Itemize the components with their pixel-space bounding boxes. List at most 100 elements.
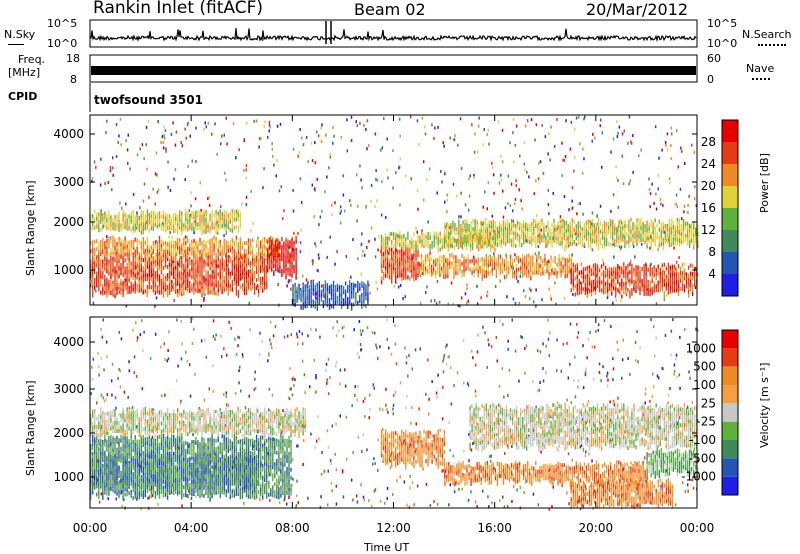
power-data-cell: [213, 259, 215, 264]
power-data-cell: [625, 278, 627, 283]
power-data-cell: [693, 229, 695, 234]
power-scatter-cell: [256, 284, 259, 288]
power-data-cell: [585, 225, 588, 229]
power-data-cell: [678, 234, 681, 239]
power-data-cell: [312, 287, 314, 292]
power-data-cell: [435, 262, 437, 267]
power-data-cell: [237, 270, 240, 274]
power-scatter-cell: [530, 118, 533, 122]
power-data-cell: [257, 277, 260, 282]
power-data-cell: [104, 211, 106, 216]
power-data-cell: [255, 255, 258, 260]
power-data-cell: [247, 285, 250, 290]
power-data-cell: [521, 223, 523, 227]
power-scatter-cell: [542, 171, 545, 175]
power-data-cell: [397, 266, 399, 271]
power-data-cell: [562, 256, 564, 261]
power-data-cell: [478, 243, 480, 248]
velocity-scatter-cell: [379, 407, 381, 411]
power-scatter-cell: [663, 298, 666, 302]
power-scatter-cell: [147, 119, 150, 123]
power-data-cell: [237, 258, 240, 263]
power-data-cell: [566, 265, 568, 270]
power-scatter-cell: [223, 234, 225, 238]
power-data-cell: [205, 285, 207, 290]
power-data-cell: [513, 274, 516, 279]
power-scatter-cell: [172, 121, 174, 125]
power-data-cell: [136, 287, 138, 292]
power-data-cell: [419, 239, 421, 244]
power-data-cell: [612, 224, 614, 228]
power-scatter-cell: [119, 117, 122, 121]
velocity-scatter-cell: [644, 392, 647, 396]
power-scatter-cell: [683, 262, 686, 266]
power-data-cell: [215, 241, 217, 245]
power-data-cell: [646, 236, 648, 241]
power-data-cell: [347, 305, 349, 309]
power-data-cell: [423, 233, 425, 238]
power-data-cell: [144, 222, 146, 227]
power-data-cell: [195, 276, 197, 281]
power-scatter-cell: [431, 123, 433, 127]
power-data-cell: [142, 278, 144, 283]
power-data-cell: [500, 239, 503, 244]
power-data-cell: [181, 251, 183, 256]
power-data-cell: [403, 259, 405, 264]
power-data-cell: [302, 301, 304, 306]
power-data-cell: [662, 237, 664, 242]
power-data-cell: [296, 290, 298, 295]
power-data-cell: [407, 251, 409, 256]
power-data-cell: [227, 271, 229, 276]
velocity-scatter-cell: [274, 325, 277, 328]
power-data-cell: [205, 261, 207, 266]
power-data-cell: [689, 275, 692, 280]
power-data-cell: [170, 222, 173, 227]
power-data-cell: [231, 287, 233, 292]
power-data-cell: [217, 211, 219, 216]
power-data-cell: [98, 212, 100, 217]
power-data-cell: [271, 259, 273, 264]
power-data-cell: [576, 275, 578, 280]
power-data-cell: [489, 270, 491, 274]
power-scatter-cell: [677, 165, 680, 169]
power-scatter-cell: [611, 278, 614, 281]
power-data-cell: [642, 226, 644, 231]
power-scatter-cell: [419, 301, 422, 305]
power-data-cell: [340, 296, 343, 301]
power-data-cell: [231, 242, 233, 247]
power-data-cell: [102, 287, 104, 292]
power-data-cell: [177, 241, 179, 246]
power-scatter-cell: [302, 282, 304, 286]
power-data-cell: [112, 272, 114, 277]
power-data-cell: [277, 250, 279, 255]
power-data-cell: [114, 238, 116, 243]
power-data-cell: [94, 209, 96, 214]
power-data-cell: [646, 232, 648, 237]
power-data-cell: [255, 266, 258, 271]
power-data-cell: [653, 265, 655, 270]
power-scatter-cell: [305, 136, 308, 139]
power-data-cell: [495, 262, 498, 266]
power-data-cell: [427, 244, 429, 249]
power-data-cell: [586, 285, 589, 290]
power-data-cell: [663, 274, 665, 279]
power-scatter-cell: [154, 172, 157, 176]
power-data-cell: [177, 230, 179, 235]
power-data-cell: [142, 241, 144, 245]
velocity-scatter-cell: [383, 501, 386, 505]
power-scatter-cell: [293, 299, 295, 303]
power-data-cell: [636, 234, 638, 239]
power-data-cell: [203, 279, 205, 284]
power-scatter-cell: [548, 132, 550, 136]
power-scatter-cell: [452, 302, 454, 306]
power-data-cell: [318, 289, 320, 294]
power-scatter-cell: [188, 209, 191, 212]
power-scatter-cell: [203, 296, 205, 300]
power-data-cell: [395, 236, 397, 241]
power-scatter-cell: [184, 178, 186, 182]
power-data-cell: [229, 275, 231, 280]
power-data-cell: [444, 222, 446, 227]
nsky-label: N.Sky: [4, 28, 36, 41]
power-data-cell: [631, 275, 633, 280]
power-data-cell: [211, 257, 213, 262]
